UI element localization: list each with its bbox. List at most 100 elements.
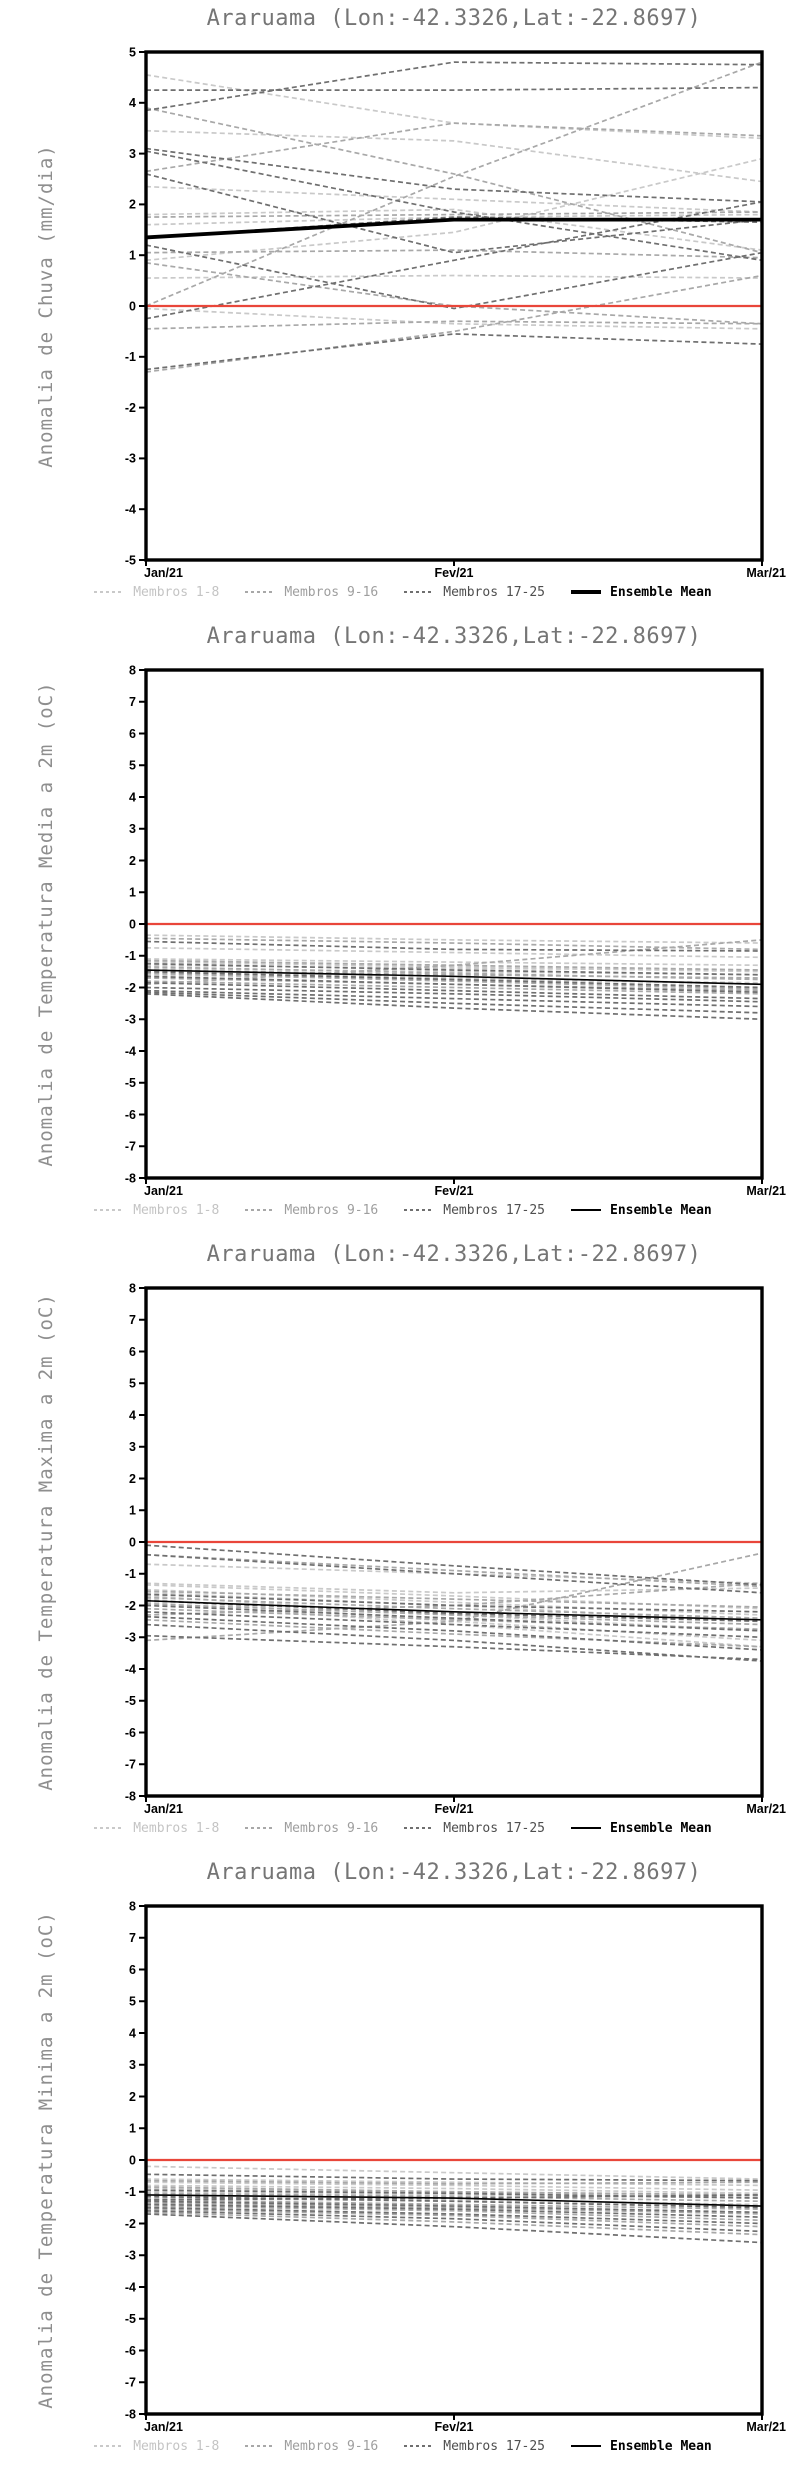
y-tick-label: -7 bbox=[125, 1140, 136, 1154]
member-line bbox=[145, 940, 763, 952]
member-line bbox=[145, 107, 763, 254]
legend-item-membros-9-16: Membros 9-16 bbox=[245, 1821, 378, 1836]
member-dashed-line-sample bbox=[245, 1209, 276, 1211]
member-line bbox=[145, 1590, 763, 1608]
legend-label: Ensemble Mean bbox=[610, 2438, 712, 2454]
legend: Membros 1-8 Membros 9-16 Membros 17-25 Ense… bbox=[50, 2437, 756, 2455]
member-line bbox=[145, 939, 763, 986]
legend-item-membros-1-8: Membros 1-8 bbox=[94, 585, 219, 600]
x-tick-label: Mar/21 bbox=[746, 1802, 786, 1816]
y-tick-label: -3 bbox=[125, 452, 136, 466]
y-tick-label: 0 bbox=[129, 917, 136, 931]
legend-item-membros-9-16: Membros 9-16 bbox=[245, 2439, 378, 2454]
member-line bbox=[145, 966, 763, 981]
member-line bbox=[145, 211, 763, 218]
chart-block-temp-maxima: -8 -7 -6 -5 -4 -3 -2 -1 0 1 2 3 4 5 6 7 8 Jan/21 Fev/21 Mar… bbox=[0, 1236, 800, 1854]
ensemble-mean-line-sample bbox=[571, 590, 601, 594]
member-dashed-line-sample bbox=[245, 2445, 276, 2447]
member-line bbox=[145, 1595, 763, 1632]
x-tick-label: Jan/21 bbox=[144, 566, 183, 580]
member-line bbox=[145, 1618, 763, 1648]
member-line bbox=[145, 958, 763, 967]
legend-item-ensemble-mean: Ensemble Mean bbox=[571, 1203, 712, 1218]
member-line bbox=[145, 2211, 763, 2236]
member-line bbox=[145, 274, 763, 279]
y-tick-label: 6 bbox=[129, 727, 136, 741]
y-tick-label: 7 bbox=[129, 1931, 136, 1945]
legend-label: Membros 17-25 bbox=[443, 584, 545, 600]
member-line bbox=[145, 959, 763, 971]
x-tick-label: Mar/21 bbox=[746, 2420, 786, 2434]
member-line bbox=[145, 1553, 763, 1588]
legend-item-membros-17-25: Membros 17-25 bbox=[404, 585, 545, 600]
member-line bbox=[145, 2192, 763, 2203]
member-line bbox=[145, 2202, 763, 2215]
member-line bbox=[146, 86, 763, 91]
y-tick-label: -3 bbox=[125, 1013, 136, 1027]
member-line bbox=[145, 307, 763, 330]
y-tick-label: 6 bbox=[129, 1963, 136, 1977]
chart-title: Araruama (Lon:-42.3326,Lat:-22.8697) bbox=[206, 1242, 702, 1267]
member-line bbox=[145, 244, 763, 310]
ensemble-mean-line-sample bbox=[571, 1209, 601, 1211]
member-line bbox=[145, 2181, 763, 2192]
y-tick-label: -5 bbox=[125, 1076, 136, 1090]
member-line bbox=[145, 970, 763, 989]
legend-label: Membros 1-8 bbox=[133, 2438, 220, 2454]
y-tick-label: 2 bbox=[129, 1472, 136, 1486]
y-tick-label: 2 bbox=[129, 854, 136, 868]
plot-canvas-temp-media: -8 -7 -6 -5 -4 -3 -2 -1 0 1 2 3 4 5 6 7 8 Jan/21 Fev/21 Mar… bbox=[125, 663, 786, 1198]
y-tick-label: 6 bbox=[129, 1345, 136, 1359]
legend-item-ensemble-mean: Ensemble Mean bbox=[571, 2439, 712, 2454]
ensemble-mean-line-sample bbox=[571, 2445, 601, 2447]
member-line bbox=[145, 991, 763, 1014]
member-line bbox=[145, 185, 763, 213]
member-dashed-line-sample bbox=[245, 591, 276, 593]
member-dashed-line-sample bbox=[94, 591, 125, 593]
legend-item-membros-1-8: Membros 1-8 bbox=[94, 1821, 219, 1836]
x-tick-label: Jan/21 bbox=[144, 2420, 183, 2434]
y-tick-label: -2 bbox=[125, 2217, 136, 2231]
y-tick-label: -4 bbox=[125, 2280, 136, 2294]
member-line bbox=[145, 2186, 763, 2196]
legend-label: Membros 1-8 bbox=[133, 1202, 220, 1218]
chart-title: Araruama (Lon:-42.3326,Lat:-22.8697) bbox=[206, 624, 702, 649]
y-tick-label: -2 bbox=[125, 1599, 136, 1613]
member-line bbox=[145, 208, 763, 251]
member-line bbox=[145, 1615, 763, 1651]
legend-label: Ensemble Mean bbox=[610, 584, 712, 600]
legend-label: Membros 9-16 bbox=[284, 1202, 379, 1218]
legend: Membros 1-8 Membros 9-16 Membros 17-25 Ense… bbox=[50, 1201, 756, 1219]
y-tick-label: 3 bbox=[129, 2058, 136, 2072]
member-line bbox=[145, 2206, 763, 2225]
legend-item-membros-9-16: Membros 9-16 bbox=[245, 1203, 378, 1218]
y-tick-label: 0 bbox=[129, 2153, 136, 2167]
member-line bbox=[145, 2205, 763, 2222]
legend-label: Membros 9-16 bbox=[284, 584, 379, 600]
member-line bbox=[145, 129, 763, 183]
y-tick-label: 4 bbox=[129, 2026, 136, 2040]
y-tick-label: 0 bbox=[129, 1535, 136, 1549]
y-tick-label: -2 bbox=[125, 401, 136, 415]
y-tick-label: 4 bbox=[129, 1408, 136, 1422]
legend-label: Membros 9-16 bbox=[284, 2438, 379, 2454]
member-line bbox=[145, 937, 763, 951]
y-tick-label: 3 bbox=[129, 822, 136, 836]
legend-item-membros-1-8: Membros 1-8 bbox=[94, 2439, 219, 2454]
y-tick-label: -4 bbox=[125, 1662, 136, 1676]
legend-item-ensemble-mean: Ensemble Mean bbox=[571, 1821, 712, 1836]
member-line bbox=[145, 962, 763, 976]
member-dashed-line-sample bbox=[404, 591, 435, 593]
y-axis-label: Anomalia de Temperatura Media a 2m (oC) bbox=[35, 681, 57, 1167]
y-tick-label: 5 bbox=[129, 1377, 136, 1391]
member-line bbox=[145, 2179, 763, 2185]
y-tick-label: -5 bbox=[125, 1694, 136, 1708]
legend-label: Membros 1-8 bbox=[133, 1820, 220, 1836]
ensemble-mean-line bbox=[145, 1599, 763, 1621]
legend-item-membros-1-8: Membros 1-8 bbox=[94, 1203, 219, 1218]
member-dashed-line-sample bbox=[94, 1827, 125, 1829]
member-line bbox=[145, 989, 763, 1008]
legend-item-membros-17-25: Membros 17-25 bbox=[404, 2439, 545, 2454]
member-line bbox=[145, 1603, 763, 1626]
y-tick-label: -1 bbox=[125, 350, 136, 364]
